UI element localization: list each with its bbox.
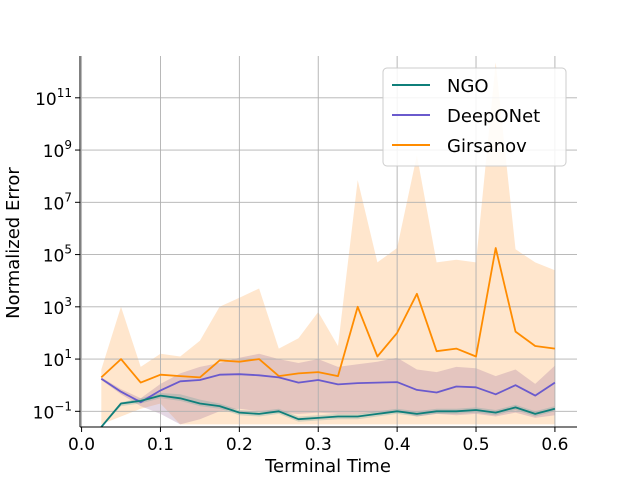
- axes: [79, 56, 577, 428]
- legend: NGO DeepONet Girsanov: [382, 67, 567, 167]
- x-tick-label: 0.4: [384, 435, 411, 455]
- legend-box: [382, 67, 567, 167]
- x-tick-label: 0.6: [541, 435, 568, 455]
- y-tick-label: 10−1: [33, 399, 72, 423]
- band-girsanov: [101, 62, 555, 425]
- x-tick-label: 0.0: [68, 435, 95, 455]
- series-lines: [100, 247, 556, 427]
- y-tick-label: 103: [43, 295, 72, 319]
- series-line-girsanov: [100, 247, 556, 384]
- y-tick-label: 101: [43, 347, 72, 371]
- y-tick-label: 109: [43, 138, 72, 162]
- x-tick-label: 0.3: [305, 435, 332, 455]
- x-tick-label: 0.2: [226, 435, 253, 455]
- legend-label-ngo: NGO: [447, 76, 489, 97]
- y-tick-label: 1011: [35, 86, 72, 110]
- y-tick-label: 105: [43, 243, 72, 267]
- legend-label-girsanov: Girsanov: [447, 136, 527, 157]
- series-line-deeponet: [100, 373, 556, 404]
- x-ticks: 0.0 0.1 0.2 0.3 0.4 0.5 0.6: [68, 427, 568, 455]
- x-tick-label: 0.5: [462, 435, 489, 455]
- legend-label-deeponet: DeepONet: [447, 106, 540, 127]
- series-line-ngo: [100, 394, 556, 427]
- y-ticks: 10−1 101 103 105 107 109 1011: [33, 86, 80, 423]
- band-deeponet: [101, 353, 555, 425]
- y-tick-label: 107: [43, 190, 72, 214]
- y-axis-label: Normalized Error: [3, 167, 24, 319]
- x-tick-label: 0.1: [147, 435, 174, 455]
- x-axis-label: Terminal Time: [264, 456, 391, 477]
